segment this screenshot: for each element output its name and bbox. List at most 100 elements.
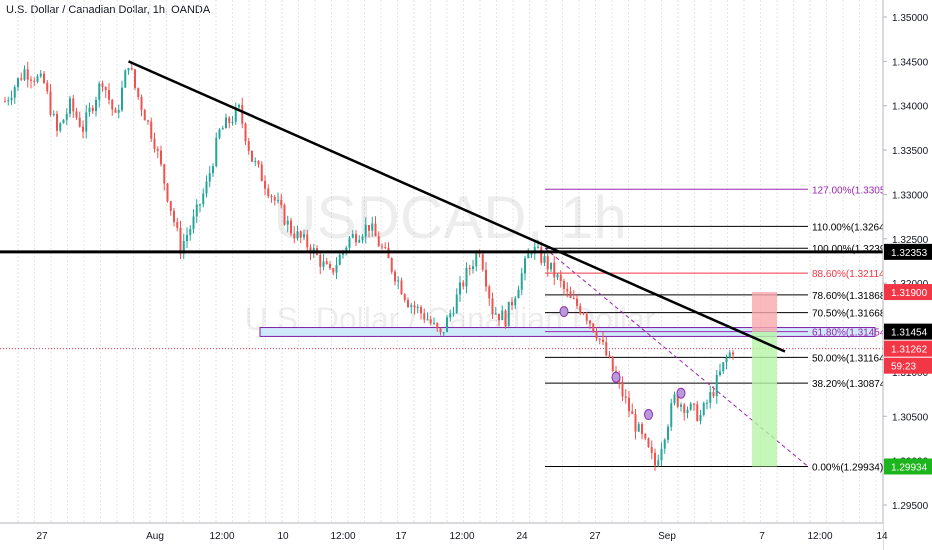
- candle-body: [537, 246, 539, 248]
- candle-body: [553, 262, 556, 278]
- candle-body: [725, 357, 728, 363]
- time-tick-label: 27: [589, 531, 601, 542]
- candle-body: [533, 246, 536, 254]
- candle-body: [221, 128, 224, 130]
- candle-body: [641, 424, 643, 434]
- candle-body: [559, 274, 562, 282]
- candle-body: [663, 439, 666, 449]
- candle-body: [498, 313, 500, 321]
- candle-body: [85, 112, 88, 132]
- candle-body: [241, 104, 244, 124]
- candle-body: [576, 298, 578, 306]
- candle-body: [59, 123, 62, 131]
- candle-body: [140, 97, 143, 111]
- candle-body: [303, 234, 305, 238]
- candle-body: [712, 392, 715, 397]
- candle-body: [501, 310, 504, 321]
- candle-body: [153, 138, 156, 150]
- price-tick-label: 1.33000: [892, 190, 929, 201]
- candle-body: [397, 280, 400, 282]
- time-tick-label: 12:00: [807, 531, 832, 542]
- take-profit-box: [752, 331, 777, 467]
- grid: [17, 0, 877, 523]
- price-tick-label: 1.30500: [892, 412, 929, 423]
- candle-body: [696, 404, 699, 421]
- candle-body: [332, 268, 335, 273]
- time-axis[interactable]: 27 Aug 12:00 10 12:00 17 12:00 24 27 Sep 7 12:00 14: [0, 522, 888, 550]
- candle-body: [413, 305, 416, 308]
- price-tag: [884, 458, 932, 475]
- price-tag: [884, 340, 932, 357]
- candle-body: [608, 355, 611, 357]
- candle-body: [247, 141, 250, 151]
- candle-body: [647, 438, 650, 447]
- candle-body: [195, 204, 198, 217]
- candle-body: [163, 164, 166, 184]
- candle-body: [543, 256, 546, 263]
- price-tick-label: 1.29500: [892, 501, 929, 512]
- drawings[interactable]: 127.00%(1.33058) 110.00%(1.32640) 100.00%(…: [0, 185, 894, 473]
- candle-body: [251, 150, 253, 162]
- candle-body: [335, 264, 338, 273]
- candle-body: [26, 69, 29, 80]
- candle-body: [299, 231, 302, 238]
- candle-body: [693, 403, 695, 405]
- candle-body: [280, 200, 283, 206]
- candle-body: [75, 111, 78, 118]
- overlays[interactable]: [0, 60, 883, 420]
- candle-body: [169, 201, 172, 211]
- candle-body: [514, 298, 517, 306]
- candle-body: [218, 129, 221, 138]
- time-tick-label: 14: [876, 531, 888, 542]
- candle-body: [277, 200, 279, 202]
- candle-body: [124, 70, 127, 88]
- time-tick-label: 10: [277, 531, 289, 542]
- candle-body: [478, 252, 481, 255]
- candle-body: [667, 426, 669, 440]
- candle-body: [325, 261, 328, 265]
- candle-body: [670, 403, 673, 427]
- candle-body: [699, 415, 702, 421]
- candle-body: [212, 166, 214, 174]
- price-tag: [884, 323, 932, 340]
- candle-body: [465, 267, 468, 287]
- candle-body: [390, 258, 393, 272]
- candle-body: [260, 164, 263, 182]
- time-tick-label: 12:00: [209, 531, 234, 542]
- candle-body: [108, 90, 110, 100]
- candle-body: [481, 254, 484, 270]
- candle-body: [267, 188, 270, 197]
- candle-body: [426, 319, 429, 321]
- candle-body: [30, 79, 32, 81]
- candle-body: [231, 121, 234, 124]
- candle-body: [468, 267, 471, 270]
- candle-body: [702, 402, 705, 416]
- candle-body: [192, 216, 195, 230]
- candle-body: [49, 91, 52, 115]
- candle-body: [416, 307, 419, 309]
- candle-body: [189, 229, 192, 236]
- candle-body: [517, 289, 520, 299]
- candle-body: [7, 100, 10, 102]
- candle-body: [540, 246, 543, 263]
- candle-body: [381, 246, 383, 248]
- price-tag: [884, 284, 932, 301]
- candle-body: [442, 332, 445, 334]
- candle-body: [355, 234, 357, 243]
- price-tag: [884, 243, 932, 260]
- candle-body: [706, 402, 708, 404]
- time-tick-label: 17: [395, 531, 407, 542]
- pattern-marker: [611, 371, 621, 383]
- price-axis[interactable]: 1.35000 1.34500 1.34000 1.33500 1.33000 1.325…: [882, 0, 932, 550]
- candle-body: [582, 313, 585, 315]
- price-axis-bg: [883, 0, 932, 550]
- candle-body: [439, 328, 442, 333]
- candle-body: [264, 181, 266, 189]
- candle-body: [624, 396, 627, 398]
- candle-body: [644, 433, 647, 439]
- fib-level-label: 78.60%(1.31868): [812, 291, 889, 302]
- candle-body: [121, 87, 123, 111]
- candle-body: [462, 282, 465, 287]
- candle-body: [436, 323, 439, 329]
